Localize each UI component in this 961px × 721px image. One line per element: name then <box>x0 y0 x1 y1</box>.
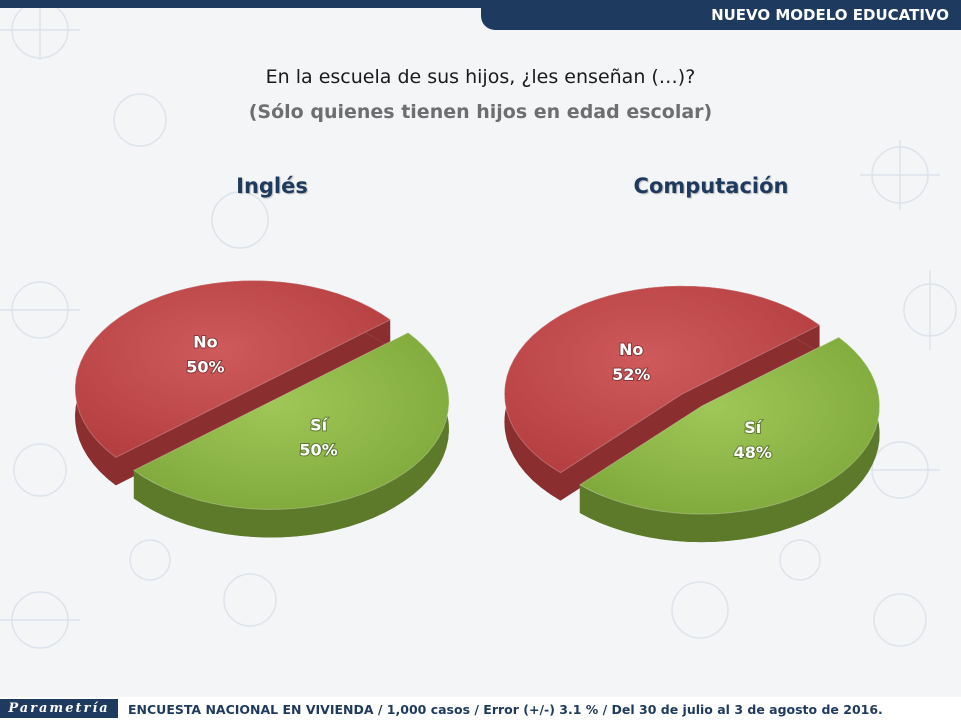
pie-slice-no-1 <box>503 285 821 501</box>
question-subtitle: (Sólo quienes tienen hijos en edad escol… <box>248 101 713 123</box>
slice-label: Sí <box>744 418 763 437</box>
footer: Parametría ENCUESTA NACIONAL EN VIVIENDA… <box>0 697 961 721</box>
section-header-label: NUEVO MODELO EDUCATIVO <box>711 6 949 24</box>
pie-slice-top <box>132 332 450 510</box>
pie-slice-top <box>74 280 392 458</box>
slice-value-label: 50% <box>186 358 224 377</box>
pie-slice-si-1 <box>578 336 881 543</box>
pie-slice-top <box>578 336 881 515</box>
slice-value-label: 52% <box>612 365 650 384</box>
slice-label: Sí <box>310 415 329 434</box>
footer-survey-note: ENCUESTA NACIONAL EN VIVIENDA / 1,000 ca… <box>128 702 883 717</box>
pie-slice-no-0 <box>74 280 392 486</box>
pie-slice-si-0 <box>132 332 450 538</box>
slice-label: No <box>619 340 643 359</box>
pie-slice-top <box>503 285 821 474</box>
question-text: En la escuela de sus hijos, ¿les enseñan… <box>265 66 696 88</box>
slice-label: No <box>193 333 217 352</box>
chart-title-computacion: Computación <box>633 174 789 198</box>
slice-value-label: 48% <box>734 443 772 462</box>
chart-title-ingles: Inglés <box>236 174 308 198</box>
section-header: NUEVO MODELO EDUCATIVO <box>481 0 961 30</box>
pie-slice-rim <box>75 280 391 486</box>
footer-logo: Parametría <box>0 699 118 718</box>
top-bar <box>0 0 961 8</box>
slice-value-label: 50% <box>299 440 337 459</box>
